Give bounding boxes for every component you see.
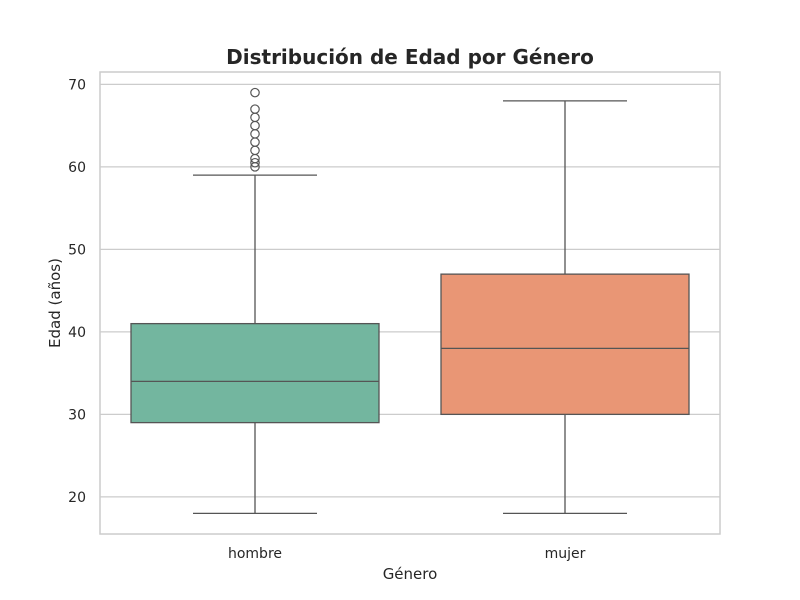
- x-axis-label: Género: [383, 565, 438, 583]
- tick-labels: 20 30 40 50 60 70 hombre mujer: [68, 77, 585, 562]
- outlier-point: [250, 129, 260, 139]
- outlier-point: [250, 112, 260, 123]
- outlier-point: [250, 104, 260, 114]
- y-axis-label: Edad (años): [46, 258, 64, 348]
- outlier-point: [250, 87, 260, 98]
- y-tick-label: 50: [68, 242, 86, 258]
- y-tick-label: 60: [68, 160, 86, 176]
- iqr-box: [440, 273, 690, 416]
- y-tick-label: 70: [68, 77, 86, 93]
- box-mujer: [440, 100, 690, 515]
- boxes: [130, 87, 690, 515]
- y-tick-label: 40: [68, 325, 86, 341]
- iqr-box: [130, 322, 380, 424]
- outlier-point: [250, 145, 260, 156]
- x-tick-label: hombre: [228, 546, 282, 562]
- x-tick-label: mujer: [545, 546, 586, 562]
- box-hombre: [130, 87, 380, 515]
- outlier-point: [250, 137, 260, 147]
- plot-area-frame: [99, 71, 721, 535]
- outlier-point: [250, 157, 260, 168]
- outlier-point: [250, 120, 260, 131]
- chart-title: Distribución de Edad por Género: [226, 45, 594, 69]
- y-tick-label: 20: [68, 490, 86, 506]
- y-tick-label: 30: [68, 407, 86, 423]
